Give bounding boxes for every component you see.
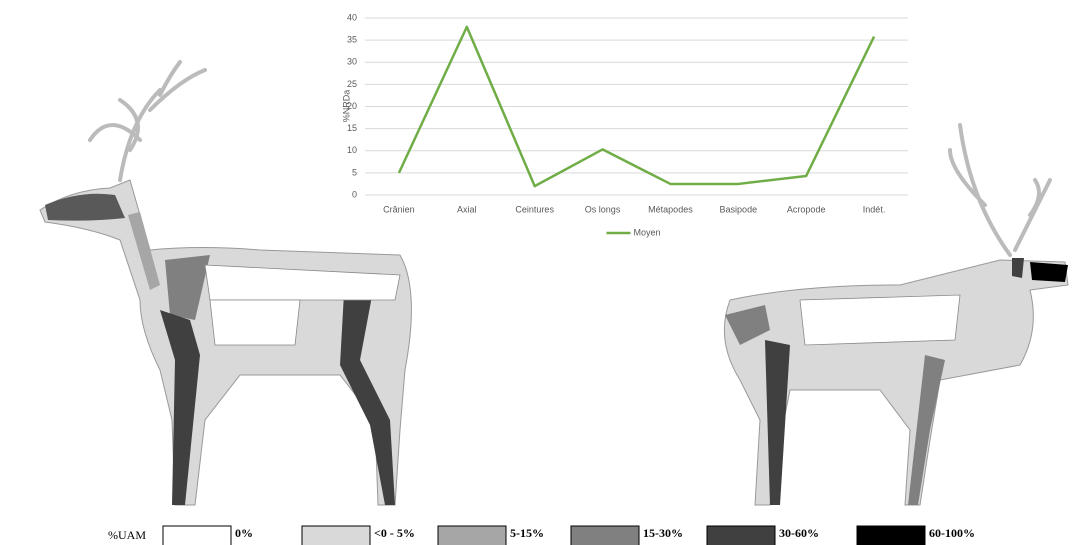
x-tick-label: Ceintures bbox=[515, 204, 554, 214]
y-tick-label: 15 bbox=[347, 123, 357, 133]
x-tick-label: Indét. bbox=[863, 204, 886, 214]
uam-swatch bbox=[706, 525, 776, 545]
y-tick-label: 30 bbox=[347, 57, 357, 67]
red-deer-illustration bbox=[39, 60, 412, 506]
y-tick-label: 35 bbox=[347, 35, 357, 45]
x-tick-label: Axial bbox=[457, 204, 477, 214]
x-tick-label: Métapodes bbox=[648, 204, 693, 214]
y-tick-label: 10 bbox=[347, 145, 357, 155]
y-tick-label: 5 bbox=[352, 167, 357, 177]
uam-swatch bbox=[856, 525, 926, 545]
x-tick-label: Crânien bbox=[383, 204, 415, 214]
reindeer-illustration bbox=[723, 123, 1069, 506]
uam-label: 30-60% bbox=[779, 526, 819, 540]
uam-label: 60-100% bbox=[929, 526, 975, 540]
uam-label: <0 - 5% bbox=[374, 526, 415, 540]
uam-swatch bbox=[570, 525, 640, 545]
x-tick-label: Os longs bbox=[585, 204, 621, 214]
uam-swatch bbox=[301, 525, 371, 545]
y-axis-label: %NRDa bbox=[341, 90, 351, 123]
x-tick-label: Basipode bbox=[720, 204, 758, 214]
legend-label: Moyen bbox=[634, 227, 661, 237]
uam-label: 15-30% bbox=[643, 526, 683, 540]
x-tick-label: Acropode bbox=[787, 204, 826, 214]
uam-swatch bbox=[437, 525, 507, 545]
y-tick-label: 40 bbox=[347, 12, 357, 22]
uam-swatch bbox=[162, 525, 232, 545]
uam-label: 0% bbox=[235, 526, 253, 540]
uam-label: 5-15% bbox=[510, 526, 544, 540]
uam-legend-title: %UAM bbox=[108, 528, 146, 542]
y-tick-label: 20 bbox=[347, 101, 357, 111]
data-line bbox=[397, 25, 876, 188]
y-tick-label: 0 bbox=[352, 189, 357, 199]
y-tick-label: 25 bbox=[347, 79, 357, 89]
